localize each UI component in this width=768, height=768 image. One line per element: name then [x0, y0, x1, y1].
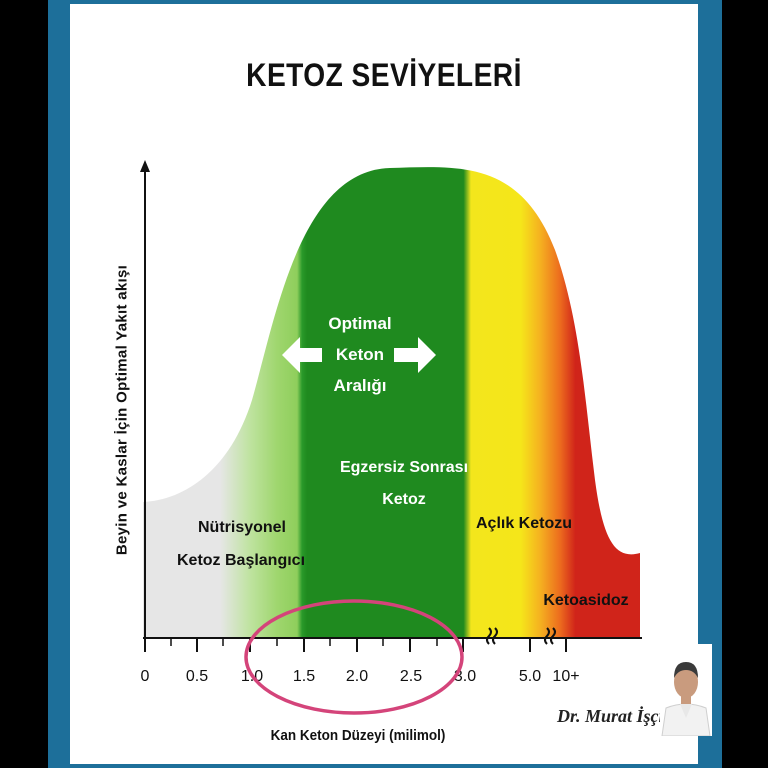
y-axis-arrow — [140, 160, 150, 172]
ketoacidosis-label: Ketoasidoz — [543, 592, 628, 609]
optimal-label-1: Optimal — [328, 314, 391, 333]
highlight-ellipse — [244, 599, 464, 715]
nutritional-label-1: Nütrisyonel — [198, 519, 286, 536]
tick-label: 2.5 — [400, 668, 422, 685]
signature: Dr. Murat İşçi — [557, 706, 664, 726]
exercise-label-2: Ketoz — [382, 491, 426, 508]
y-axis-label: Beyin ve Kaslar İçin Optimal Yakıt akışı — [113, 264, 131, 556]
exercise-label-1: Egzersiz Sonrası — [340, 459, 468, 476]
avatar — [660, 644, 712, 736]
tick-label: 0 — [141, 668, 150, 685]
nutritional-label-2: Ketoz Başlangıcı — [177, 552, 305, 569]
minor-ticks — [170, 638, 438, 646]
x-axis-label: Kan Keton Düzeyi (milimol) — [270, 727, 446, 744]
optimal-label-3: Aralığı — [334, 376, 387, 395]
tick-label: 0.5 — [186, 668, 208, 685]
x-ticks — [144, 638, 567, 652]
axis-break-icon — [486, 627, 556, 645]
optimal-label-2: Keton — [336, 345, 384, 364]
tick-label: 5.0 — [519, 668, 541, 685]
tick-label: 2.0 — [346, 668, 368, 685]
tick-label: 10+ — [552, 668, 579, 685]
chart-title: KETOZ SEVİYELERİ — [246, 57, 522, 93]
arrow-left-icon — [282, 337, 322, 373]
arrow-right-icon — [394, 337, 436, 373]
tick-label: 1.5 — [293, 668, 315, 685]
fasting-label: Açlık Ketozu — [476, 515, 572, 532]
fuel-flow-curve — [143, 167, 640, 638]
